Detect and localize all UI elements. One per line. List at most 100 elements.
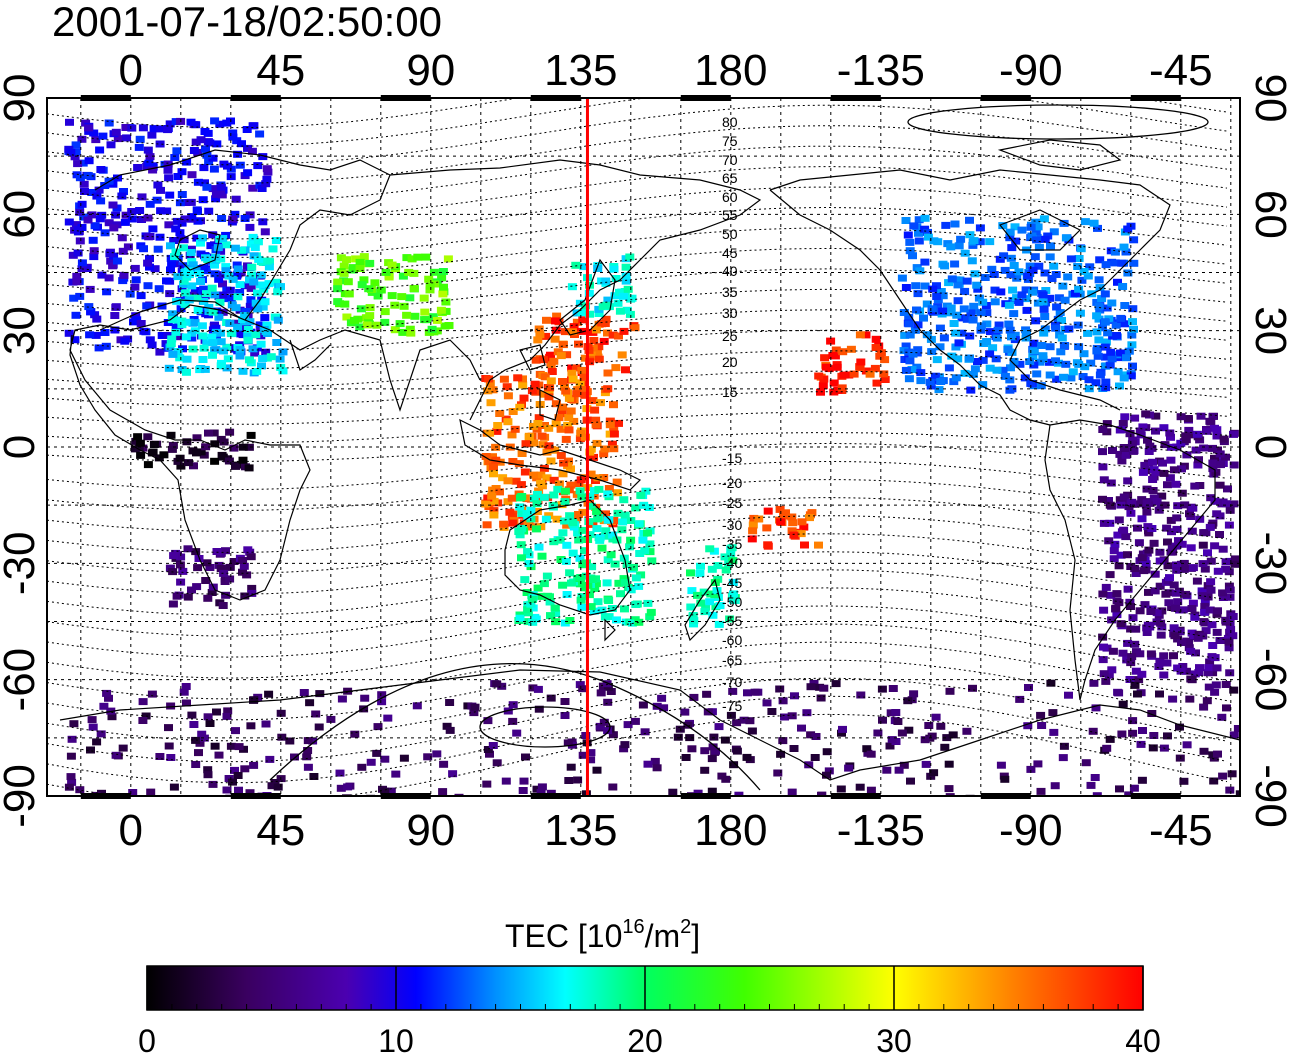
tec-cell	[728, 687, 738, 695]
tec-cell	[171, 225, 181, 233]
tec-cell	[1142, 499, 1152, 507]
tec-cell	[1179, 559, 1189, 567]
tec-cell	[954, 242, 964, 250]
tec-cell	[230, 766, 239, 774]
tec-cell	[1092, 347, 1102, 355]
tec-cell	[1196, 412, 1206, 420]
tec-cell	[668, 788, 678, 796]
tec-cell	[541, 332, 551, 340]
tec-cell	[71, 148, 81, 156]
tec-cell	[499, 520, 509, 528]
tec-cell	[1166, 433, 1175, 441]
x-tick-label-bottom: -45	[1149, 806, 1213, 855]
tec-cell	[182, 699, 191, 707]
tec-cell	[586, 351, 596, 359]
tec-cell	[257, 362, 266, 370]
tec-cell	[940, 262, 950, 270]
tec-cell	[192, 206, 202, 214]
tec-cell	[1175, 628, 1185, 636]
tec-cell	[326, 715, 336, 723]
tec-cell	[604, 485, 614, 492]
tec-cell	[1195, 664, 1204, 672]
tec-cell	[1190, 670, 1200, 678]
mag-lat-label: 75	[722, 133, 738, 149]
tec-cell	[1093, 224, 1102, 232]
tec-cell	[1101, 677, 1111, 685]
tec-cell	[578, 526, 588, 534]
tec-cell	[182, 368, 191, 376]
tec-cell	[903, 231, 913, 239]
tec-cell	[1040, 269, 1050, 277]
tec-cell	[1140, 461, 1150, 469]
tec-cell	[619, 496, 629, 504]
tec-cell	[950, 260, 960, 268]
tec-cell	[1127, 331, 1137, 339]
tec-cell	[420, 308, 430, 316]
tec-cell	[120, 218, 130, 226]
tec-cell	[1114, 562, 1124, 570]
tec-cell	[1285, 752, 1292, 759]
tec-cell	[695, 569, 705, 577]
tec-cell	[192, 434, 202, 442]
tec-cell	[70, 336, 80, 344]
tec-cell	[1118, 649, 1128, 657]
tec-cell	[505, 508, 515, 516]
tec-cell	[1128, 614, 1138, 622]
tec-cell	[689, 693, 699, 701]
tec-cell	[838, 725, 847, 733]
tec-cell	[104, 219, 114, 227]
tec-cell	[243, 169, 253, 177]
tec-cell	[253, 305, 263, 313]
tec-cell	[234, 786, 243, 794]
tec-cell	[120, 337, 130, 345]
tec-cell	[1122, 354, 1131, 362]
tec-cell	[481, 500, 491, 508]
tec-cell	[216, 255, 226, 263]
tec-cell	[250, 349, 260, 357]
tec-cell	[100, 229, 110, 237]
tec-cell	[1049, 228, 1059, 236]
tec-cell	[256, 340, 266, 348]
tec-cell	[710, 591, 720, 599]
tec-cell	[1046, 242, 1055, 250]
tec-cell	[311, 710, 321, 718]
tec-cell	[687, 745, 697, 753]
tec-cell	[143, 282, 153, 290]
tec-cell	[303, 737, 313, 745]
tec-cell	[826, 337, 836, 345]
tec-cell	[775, 505, 785, 513]
tec-cell	[166, 266, 175, 274]
tec-cell	[89, 253, 99, 261]
tec-cell	[931, 713, 941, 721]
tec-cell	[962, 277, 972, 285]
tec-cell	[207, 284, 217, 292]
tec-cell	[951, 329, 961, 337]
mag-lat-label: 70	[722, 152, 738, 168]
tec-cell	[962, 315, 972, 323]
tec-cell	[1211, 681, 1221, 689]
tec-cell	[1037, 722, 1047, 729]
tec-cell	[960, 287, 970, 295]
tec-cell	[155, 125, 165, 133]
tec-cell	[822, 771, 831, 779]
tec-cell	[96, 730, 106, 738]
tec-cell	[589, 337, 599, 344]
tec-cell	[560, 328, 570, 336]
tec-cell	[1099, 643, 1108, 651]
tec-cell	[985, 350, 995, 358]
tec-cell	[1168, 695, 1178, 703]
tec-cell	[82, 265, 92, 272]
tec-cell	[1176, 413, 1186, 421]
tec-cell	[1027, 232, 1037, 240]
tec-cell	[1215, 531, 1224, 538]
tec-cell	[208, 231, 218, 239]
tec-cell	[680, 708, 690, 716]
tec-cell	[121, 211, 131, 219]
tec-cell	[566, 407, 576, 415]
tec-cell	[915, 267, 925, 275]
tec-cell	[1113, 368, 1123, 376]
tec-cell	[996, 761, 1006, 769]
tec-cell	[920, 258, 930, 266]
tec-cell	[365, 259, 375, 267]
tec-cell	[109, 224, 119, 232]
